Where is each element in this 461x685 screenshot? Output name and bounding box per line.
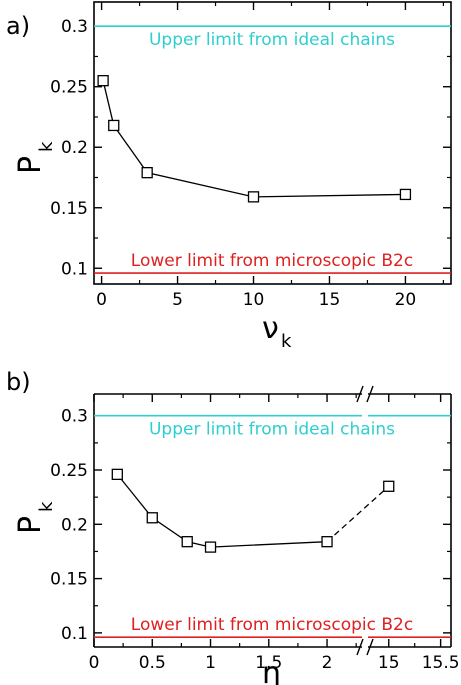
svg-text:k: k [36, 501, 57, 512]
data-point-b-4 [321, 536, 333, 548]
y-axis-label-a: P k [13, 141, 57, 174]
data-point-b-1 [146, 512, 158, 524]
panel-label-b: b) [6, 368, 31, 396]
x-tick-label-b-15-5: 15.5 [422, 653, 460, 673]
plot-frame-b [93, 385, 452, 656]
data-point-a-1 [108, 119, 120, 132]
x-axis-label-a: ν k [262, 311, 292, 352]
panel-a: 0 5 10 15 20 0.1 0.15 0.2 0.25 0.3 Upper limit f… [6, 1, 452, 352]
reference-lines-a: Upper limit from ideal chains Lower limit… [94, 25, 451, 274]
panel-label-a: a) [6, 12, 30, 40]
reference-label-a-0: Upper limit from ideal chains [149, 30, 395, 50]
x-tick-label-b-0-5: 0.5 [139, 653, 166, 673]
y-axis-label-b: P k [13, 501, 57, 534]
svg-text:ν: ν [262, 311, 279, 346]
x-tick-label-a-10: 10 [243, 290, 265, 310]
y-tick-label-a-0-1: 0.1 [61, 259, 88, 279]
x-tick-label-b-1: 1 [205, 653, 216, 673]
y-tick-label-b-0-1: 0.1 [61, 624, 88, 644]
y-tick-label-b-0-25: 0.25 [50, 461, 88, 481]
series-line-b [116, 473, 328, 548]
series-b [111, 468, 395, 553]
x-tick-label-a-0: 0 [96, 290, 107, 310]
x-tick-label-b-2: 2 [322, 653, 333, 673]
x-tick-label-b-0: 0 [89, 653, 100, 673]
svg-text:k: k [36, 141, 57, 152]
svg-text:P: P [13, 516, 48, 534]
y-tick-labels-a: 0.1 0.15 0.2 0.25 0.3 [50, 17, 88, 279]
panel-b: 0 0.5 1 1.5 2 15 15.5 0.1 0.15 0.2 0.25 0.3 Upper … [6, 368, 460, 685]
x-tick-label-b-15: 15 [378, 653, 400, 673]
reference-lines-b: Upper limit from ideal chains Lower limit… [94, 414, 451, 639]
y-tick-label-b-0-15: 0.15 [50, 570, 88, 590]
y-tick-label-b-0-3: 0.3 [61, 407, 88, 427]
y-tick-label-a-0-2: 0.2 [61, 138, 88, 158]
series-line-b-dashed [326, 485, 390, 543]
y-tick-label-a-0-3: 0.3 [61, 17, 88, 37]
axis-break-mark-b-1-2 [366, 638, 374, 656]
data-point-b-0 [111, 468, 123, 481]
y-tick-label-b-0-2: 0.2 [61, 515, 88, 535]
data-point-a-0 [97, 75, 109, 87]
series-a [97, 75, 412, 203]
data-point-a-4 [399, 188, 412, 201]
reference-label-b-0: Upper limit from ideal chains [149, 420, 395, 440]
data-point-a-3 [247, 191, 260, 203]
svg-text:k: k [281, 331, 292, 352]
axis-break-mark-b-0-2 [366, 385, 374, 403]
x-tick-label-b-1-5: 1.5 [255, 653, 282, 673]
reference-label-a-1: Lower limit from microscopic B2c [131, 251, 413, 271]
data-point-a-2 [141, 167, 153, 179]
x-tick-labels-b: 0 0.5 1 1.5 2 15 15.5 [89, 653, 460, 673]
data-point-b-2 [181, 536, 193, 548]
data-point-b-5 [383, 480, 395, 492]
reference-label-b-1: Lower limit from microscopic B2c [131, 615, 413, 635]
y-tick-label-a-0-25: 0.25 [50, 78, 88, 98]
y-tick-label-a-0-15: 0.15 [50, 199, 88, 219]
x-tick-label-a-5: 5 [172, 290, 183, 310]
x-tick-label-a-20: 20 [395, 290, 417, 310]
y-tick-labels-b: 0.1 0.15 0.2 0.25 0.3 [50, 407, 88, 644]
plot-frame-a [93, 1, 452, 285]
series-line-a [102, 80, 406, 198]
axis-break-mark-b-0-1 [356, 385, 364, 403]
svg-text:P: P [13, 156, 48, 174]
x-tick-labels-a: 0 5 10 15 20 [96, 290, 416, 310]
axis-break-mark-b-1-1 [356, 638, 364, 656]
data-point-b-3 [204, 541, 217, 553]
x-axis-label-b: η [262, 656, 281, 685]
x-tick-label-a-15: 15 [319, 290, 341, 310]
tick-marks-a [94, 2, 451, 284]
